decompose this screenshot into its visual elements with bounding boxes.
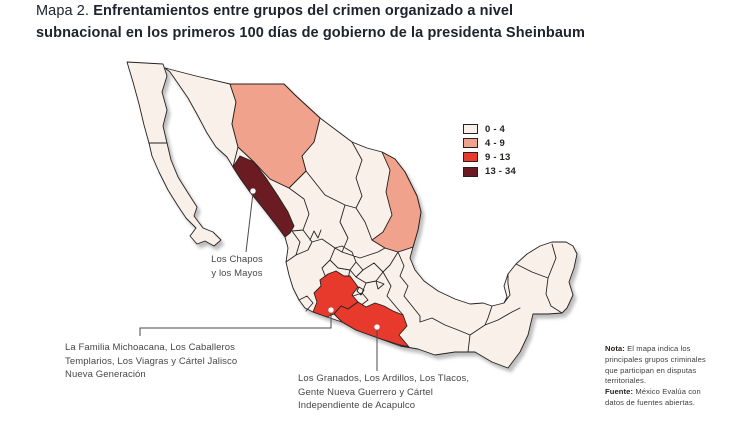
note-label: Nota: [605,344,625,353]
state-chihuahua [229,83,321,189]
legend: 0 - 4 4 - 9 9 - 13 13 - 34 [463,122,516,179]
marker-sinaloa [249,187,256,194]
legend-row: 13 - 34 [463,165,516,179]
legend-label: 9 - 13 [485,151,511,163]
state-guerrero [333,301,410,348]
leader-line-sinaloa [245,192,254,253]
legend-label: 4 - 9 [485,137,506,149]
legend-row: 4 - 9 [463,136,516,150]
leader-line-michoacan [139,312,332,336]
callout-michoacan-groups: La Familia Michoacana, Los Caballeros Te… [65,342,238,380]
legend-swatch-4-9 [463,138,478,149]
legend-row: 9 - 13 [463,150,516,164]
source-label: Fuente: [605,387,634,397]
legend-label: 0 - 4 [485,123,506,135]
legend-swatch-13-34 [463,166,478,177]
marker-michoacan [328,307,335,314]
state-sinaloa [232,155,295,238]
source-text: México Evalúa con datos de fuentes abier… [605,387,701,407]
note-text: El mapa indica los principales grupos cr… [605,344,706,386]
note-source: Nota: El mapa indica los principales gru… [605,344,719,409]
legend-label: 13 - 34 [485,166,516,178]
figure-title: Mapa 2. Enfrentamientos entre grupos del… [36,1,726,44]
callout-sinaloa-groups: Los Chapos y los Mayos [211,254,263,279]
callout-guerrero-groups: Los Granados, Los Ardillos, Los Tlacos, … [298,373,470,411]
legend-row: 0 - 4 [463,122,516,136]
marker-guerrero [374,324,381,331]
legend-swatch-9-13 [463,152,478,163]
figure-number: Mapa 2. [36,3,94,19]
figure-title-line1: Enfrentamientos entre grupos del crimen … [93,3,514,19]
state-baja-california [126,61,168,144]
legend-swatch-0-4 [463,124,478,135]
state-baja-california-sur [148,142,222,247]
state-tamaulipas [371,151,422,253]
figure-title-line2: subnacional en los primeros 100 días de … [36,24,585,41]
